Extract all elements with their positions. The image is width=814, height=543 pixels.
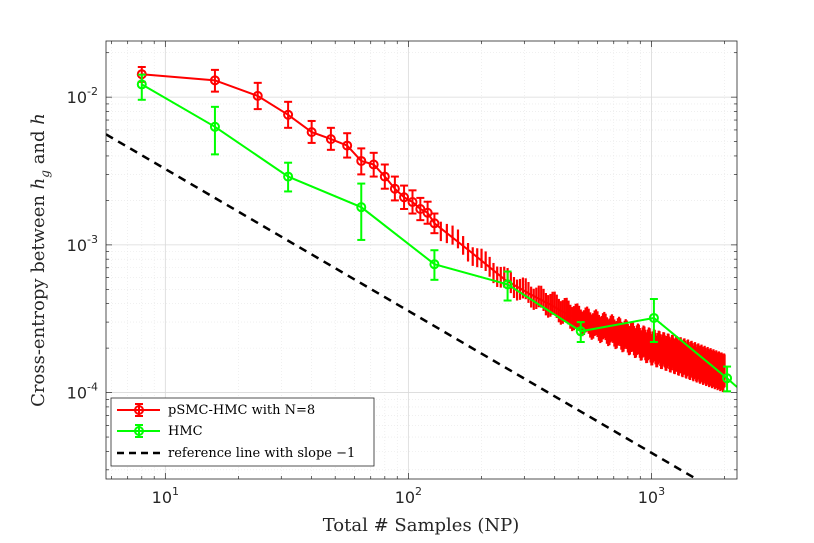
x-tick-label: 102 xyxy=(395,485,422,507)
legend-hmc-marker xyxy=(134,426,144,436)
x-axis-label: Total # Samples (NP) xyxy=(323,515,520,536)
hmc-marker xyxy=(575,326,586,337)
series-layer xyxy=(106,66,737,479)
hmc-marker xyxy=(502,279,513,290)
psmc-marker xyxy=(415,203,426,214)
tick-base: 10 xyxy=(152,488,172,507)
x-tick-label: 101 xyxy=(152,485,179,507)
reference-line xyxy=(106,133,697,479)
legend-hmc-label: HMC xyxy=(168,424,203,439)
psmc-marker xyxy=(368,159,379,170)
psmc-marker xyxy=(306,127,317,138)
tick-exponent: 2 xyxy=(415,485,422,498)
tick-base: 10 xyxy=(395,488,415,507)
psmc-marker xyxy=(209,75,220,86)
psmc-marker xyxy=(429,218,440,229)
hmc-marker xyxy=(429,259,440,270)
axis-ticks xyxy=(106,41,737,479)
hmc-marker xyxy=(648,312,659,323)
y-axis-label-subscript: g xyxy=(38,170,52,178)
tick-base: 10 xyxy=(67,88,87,107)
legend-reference-label: reference line with slope −1 xyxy=(168,446,355,461)
psmc-marker xyxy=(379,171,390,182)
psmc-marker xyxy=(356,155,367,166)
y-axis-label-prefix: Cross-entropy between xyxy=(28,189,49,407)
y-axis-label-h2: h xyxy=(28,113,49,125)
legend-entry-psmc: pSMC-HMC with N=8 xyxy=(117,403,315,418)
tick-exponent: 3 xyxy=(658,485,665,498)
hmc-marker xyxy=(136,79,147,90)
psmc-line xyxy=(141,73,436,224)
y-tick-label: 10-4 xyxy=(67,381,98,403)
hmc-line xyxy=(141,83,737,388)
tick-exponent: -3 xyxy=(87,233,98,246)
y-axis-label: Cross-entropy between hg and h xyxy=(28,113,52,407)
plot-border xyxy=(105,40,738,480)
tick-base: 10 xyxy=(67,236,87,255)
psmc-marker xyxy=(389,183,400,194)
psmc-marker xyxy=(407,197,418,208)
y-tick-label: 10-2 xyxy=(67,85,98,107)
legend-entry-hmc: HMC xyxy=(117,424,203,439)
legend-psmc-marker xyxy=(134,405,144,415)
x-tick-label: 103 xyxy=(638,485,665,507)
psmc-marker xyxy=(252,90,263,101)
tick-exponent: -2 xyxy=(87,85,98,98)
legend: pSMC-HMC with N=8 HMC reference line wit… xyxy=(110,397,375,467)
psmc-dense-line xyxy=(433,222,725,375)
legend-psmc-label: pSMC-HMC with N=8 xyxy=(168,403,315,418)
psmc-marker xyxy=(325,134,336,145)
psmc-marker xyxy=(283,109,294,120)
tick-base: 10 xyxy=(638,488,658,507)
y-tick-label: 10-3 xyxy=(67,233,98,255)
psmc-marker xyxy=(342,140,353,151)
tick-exponent: 1 xyxy=(172,485,179,498)
hmc-marker xyxy=(283,171,294,182)
hmc-marker xyxy=(209,121,220,132)
legend-entry-reference: reference line with slope −1 xyxy=(117,446,355,461)
tick-base: 10 xyxy=(67,384,87,403)
psmc-marker xyxy=(399,192,410,203)
y-axis-label-mid: and xyxy=(28,125,49,170)
hmc-marker xyxy=(356,202,367,213)
hmc-marker xyxy=(722,373,733,384)
y-axis-label-h1: h xyxy=(28,178,49,190)
tick-exponent: -4 xyxy=(87,381,98,394)
